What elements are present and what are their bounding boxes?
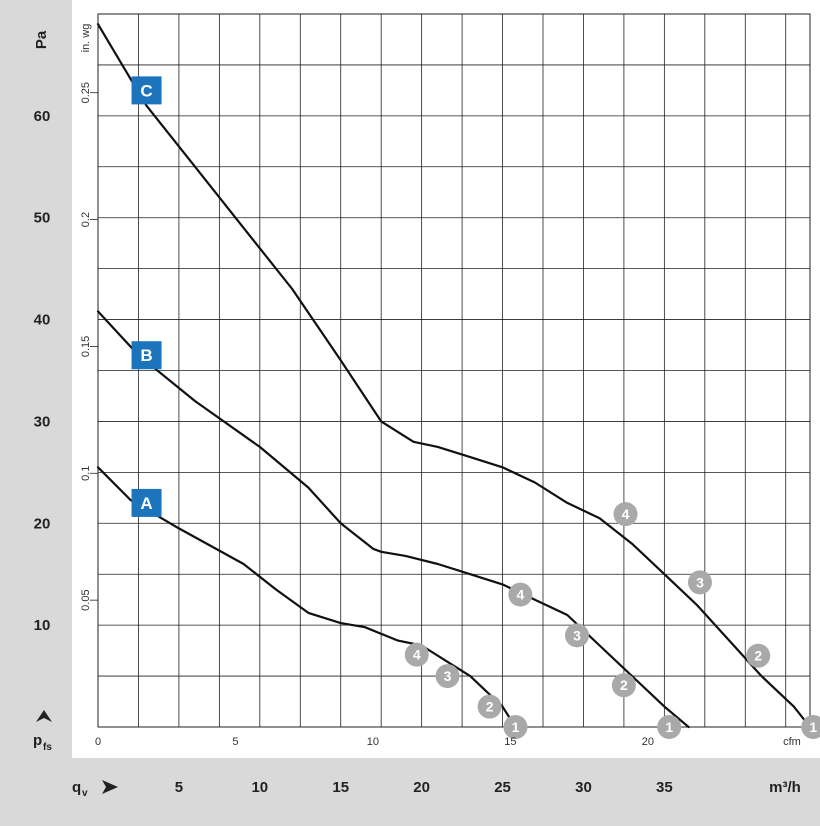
curve-label-box-a — [131, 488, 162, 517]
operating-point-label: 2 — [620, 677, 628, 693]
grid — [90, 13, 811, 728]
pa-unit-label: Pa — [33, 30, 50, 49]
operating-point-label: 4 — [622, 506, 630, 522]
pa-tick-label: 20 — [34, 515, 51, 532]
pa-tick-label: 10 — [34, 617, 51, 634]
m3h-tick-label: 20 — [413, 779, 430, 796]
operating-point-marker — [564, 623, 589, 648]
curve-c — [96, 23, 812, 729]
curve-label-b: B — [140, 346, 152, 365]
operating-point-label: 3 — [444, 668, 452, 684]
cfm-tick-label: 5 — [232, 736, 238, 748]
operating-point-label: 3 — [573, 627, 581, 643]
cfm-tick-label: 15 — [504, 736, 516, 748]
qv-symbol: q — [72, 779, 81, 796]
curve-label-box-c — [131, 76, 162, 105]
cfm-tick-label: 10 — [367, 736, 379, 748]
m3h-tick-label: 25 — [494, 779, 511, 796]
cfm-unit-label: cfm — [783, 736, 801, 748]
inwg-tick-label: 0.25 — [80, 82, 92, 103]
operating-point-label: 2 — [486, 699, 494, 715]
operating-point-label: 1 — [512, 719, 520, 735]
inwg-tick-label: 0.2 — [80, 212, 92, 227]
operating-point-label: 1 — [809, 719, 817, 735]
curve-b — [96, 310, 690, 729]
operating-point-marker — [613, 502, 638, 527]
inwg-unit-label: in. wg — [80, 24, 92, 53]
operating-point-label: 1 — [665, 719, 673, 735]
operating-point-marker — [746, 643, 771, 668]
qv-arrow-icon — [102, 780, 118, 794]
m3h-tick-label: 15 — [332, 779, 349, 796]
curve-a — [96, 466, 517, 729]
operating-point-marker — [435, 664, 460, 689]
operating-point-label: 4 — [413, 647, 421, 663]
curve-label-c: C — [140, 81, 152, 100]
pa-tick-label: 50 — [34, 210, 51, 227]
m3h-tick-label: 5 — [175, 779, 183, 796]
curve-label-box-b — [131, 341, 162, 370]
m3h-tick-label: 35 — [656, 779, 673, 796]
m3h-tick-label: 30 — [575, 779, 592, 796]
inwg-tick-label: 0.15 — [80, 336, 92, 357]
operating-point-marker — [687, 570, 712, 595]
inwg-tick-label: 0.05 — [80, 589, 92, 610]
operating-point-marker — [657, 715, 682, 739]
operating-point-marker — [508, 582, 533, 607]
curve-labels: A B C — [131, 76, 162, 517]
inwg-tick-label: 0.1 — [80, 466, 92, 481]
pa-tick-label: 30 — [34, 413, 51, 430]
cfm-tick-label: 20 — [642, 736, 654, 748]
operating-point-label: 3 — [696, 574, 704, 590]
operating-point-marker — [404, 642, 429, 667]
curves — [96, 23, 812, 729]
pfs-arrow-icon — [36, 710, 52, 722]
operating-point-label: 4 — [516, 587, 524, 603]
curve-label-a: A — [140, 494, 152, 513]
m3h-tick-label: 10 — [251, 779, 268, 796]
left-axis-band — [0, 0, 72, 758]
operating-point-label: 2 — [754, 648, 762, 664]
pfs-subscript: fs — [43, 742, 52, 753]
operating-point-marker — [801, 715, 820, 739]
bottom-axis-band — [0, 758, 820, 826]
operating-points: 4 3 2 1 4 3 2 1 4 3 2 1 — [404, 502, 820, 739]
pa-tick-label: 40 — [34, 312, 51, 329]
operating-point-marker — [503, 715, 528, 739]
m3h-unit-label: m³/h — [769, 779, 801, 796]
operating-point-marker — [477, 694, 502, 719]
pfs-symbol: p — [33, 732, 42, 749]
cfm-tick-label: 0 — [95, 736, 101, 748]
operating-point-marker — [611, 673, 636, 698]
qv-subscript: v — [82, 788, 88, 799]
pa-tick-label: 60 — [34, 108, 51, 125]
